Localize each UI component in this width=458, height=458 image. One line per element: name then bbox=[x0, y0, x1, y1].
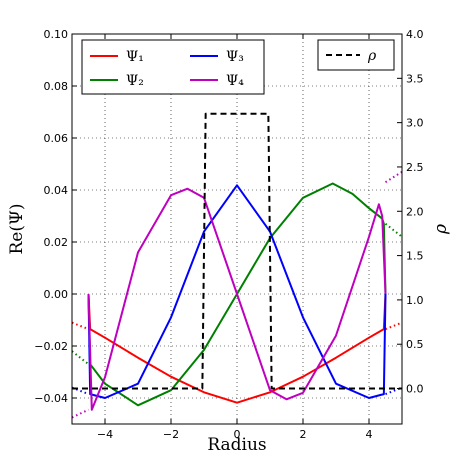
series-4-outer-left bbox=[71, 408, 89, 419]
x-tick-label: −2 bbox=[163, 428, 179, 441]
series-4-outer-right bbox=[384, 170, 403, 184]
legend-psi2-label: Ψ₂ bbox=[126, 73, 144, 89]
y-tick-label-right: 2.0 bbox=[406, 205, 424, 218]
legend-rho-label: ρ bbox=[367, 48, 377, 64]
x-tick-label: 4 bbox=[366, 428, 373, 441]
grid bbox=[72, 33, 402, 424]
y-tick-label: 0.02 bbox=[44, 236, 69, 249]
legend-psi: Ψ₁ Ψ₂ Ψ₃ Ψ₄ bbox=[81, 39, 265, 95]
legend-psi-frame bbox=[81, 39, 265, 95]
y-tick-label: 0.06 bbox=[44, 132, 69, 145]
legend-psi4-label: Ψ₄ bbox=[226, 73, 244, 89]
legend-psi3-label: Ψ₃ bbox=[226, 49, 244, 65]
series-2-outer-left bbox=[71, 350, 90, 365]
y-tick-label-right: 4.0 bbox=[406, 28, 424, 41]
ticks: −4 −2 0 2 4 −0.04 −0.02 0.00 0.02 0.04 0.06 0.08 0.1… bbox=[34, 28, 423, 441]
x-tick-label: −4 bbox=[97, 428, 113, 441]
y-tick-label: 0.10 bbox=[44, 28, 69, 41]
series-1-outer-right bbox=[385, 321, 403, 331]
x-tick-label: 0 bbox=[234, 428, 241, 441]
series-line-3 bbox=[87, 184, 387, 399]
x-tick-label: 2 bbox=[300, 428, 307, 441]
series-1-outer-left bbox=[71, 321, 89, 331]
y-tick-label-right: 0.5 bbox=[406, 338, 424, 351]
legend-psi1-label: Ψ₁ bbox=[126, 49, 144, 65]
y-tick-label: −0.02 bbox=[34, 340, 68, 353]
y-tick-label: 0.00 bbox=[44, 288, 69, 301]
y-tick-label-right: 1.5 bbox=[406, 250, 424, 263]
y-tick-label-right: 3.0 bbox=[406, 117, 424, 130]
y-axis-title-right: ρ bbox=[431, 224, 451, 235]
x-axis-title: Radius bbox=[207, 435, 266, 455]
y-tick-label-right: 3.5 bbox=[406, 72, 424, 85]
y-axis-title: Re(Ψ) bbox=[7, 203, 27, 254]
legend-rho: ρ bbox=[317, 39, 395, 71]
y-tick-label: 0.08 bbox=[44, 80, 69, 93]
y-tick-label: −0.04 bbox=[34, 392, 68, 405]
series-3-outer-left bbox=[71, 386, 89, 396]
y-tick-label-right: 0.0 bbox=[406, 383, 424, 396]
y-tick-label-right: 1.0 bbox=[406, 294, 424, 307]
series-2-outer-right bbox=[384, 223, 403, 238]
series-line-4 bbox=[87, 187, 387, 411]
series-line-5 bbox=[72, 112, 402, 390]
y-tick-label: 0.04 bbox=[44, 184, 69, 197]
y-tick-label-right: 2.5 bbox=[406, 161, 424, 174]
series-layer bbox=[71, 112, 403, 419]
series-line-1 bbox=[87, 293, 387, 404]
